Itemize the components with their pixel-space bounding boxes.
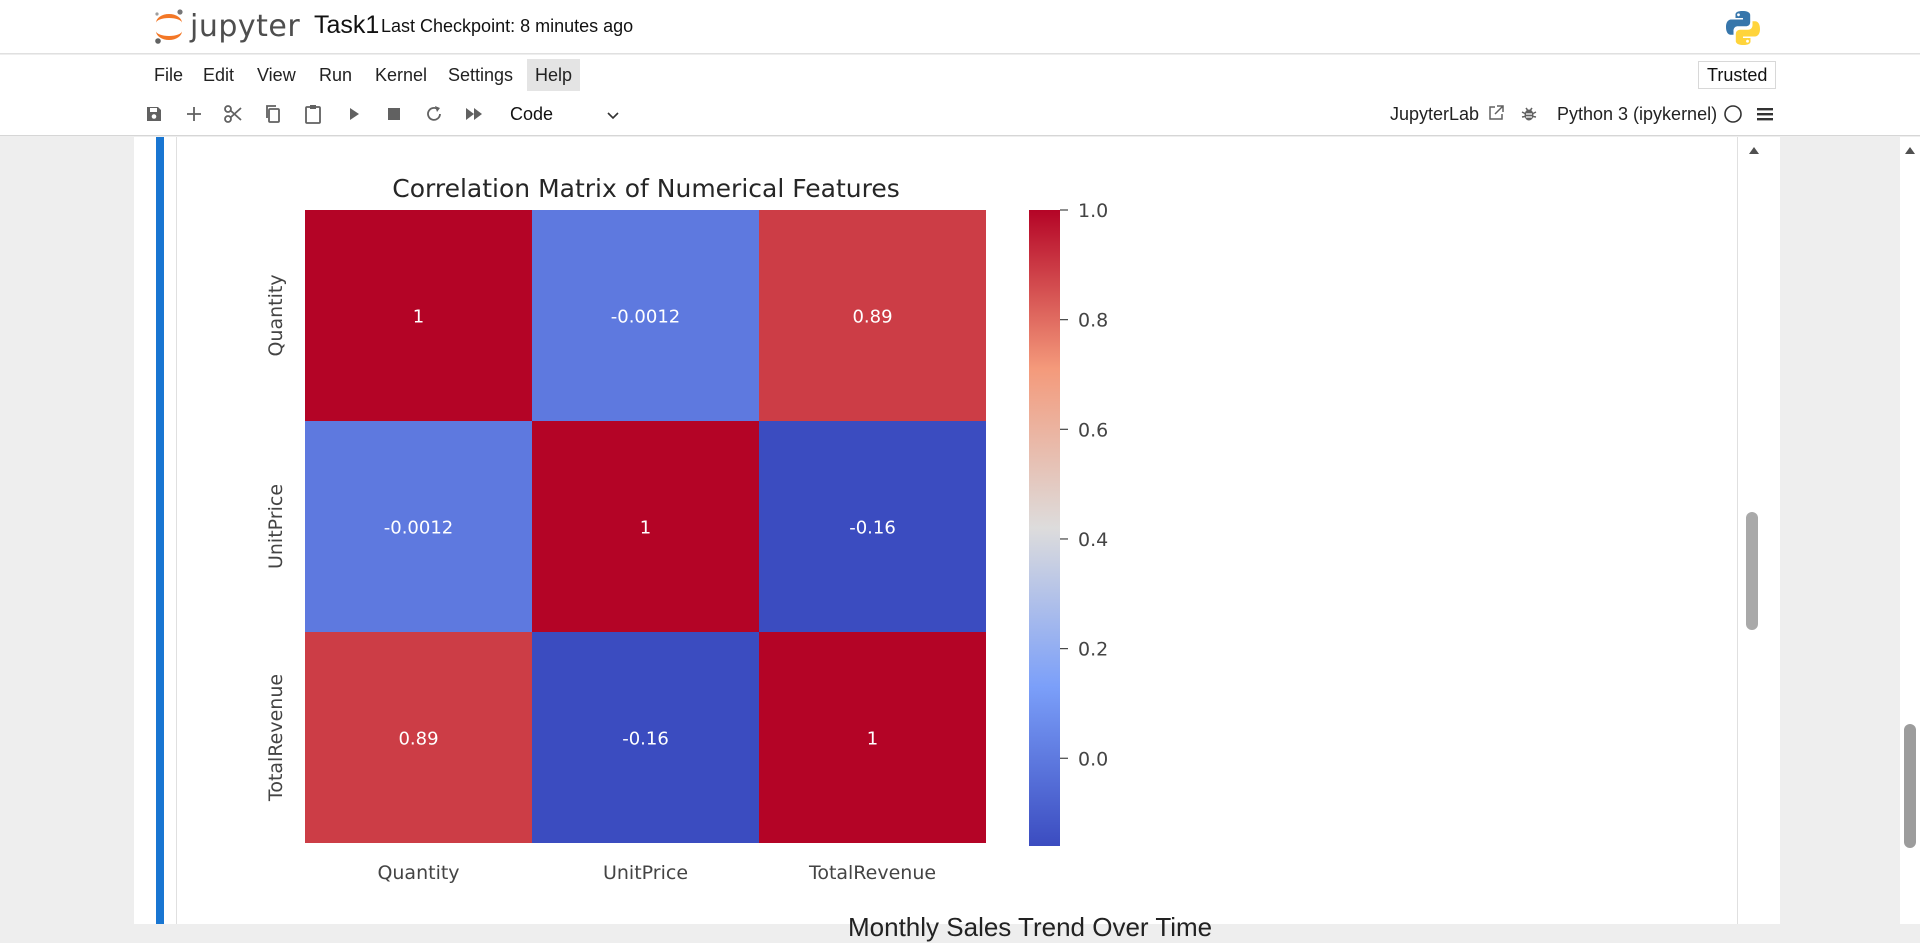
y-tick-label: Quantity: [265, 274, 287, 356]
restart-icon[interactable]: [423, 103, 445, 125]
colorbar-tick-label: 1.0: [1078, 200, 1108, 222]
run-icon[interactable]: [343, 103, 365, 125]
menu-bar: File Edit View Run Kernel Settings Help …: [0, 55, 1920, 93]
heatmap-cell: [532, 210, 759, 421]
page-scroll-up-arrow-icon[interactable]: [1904, 142, 1916, 160]
cell-annotation: -0.16: [622, 729, 669, 750]
kernel-status-icon: [1722, 103, 1744, 125]
colorbar-tick-label: 0.2: [1078, 639, 1108, 661]
trusted-indicator[interactable]: Trusted: [1698, 61, 1777, 89]
page-scrollbar-thumb[interactable]: [1904, 724, 1916, 848]
heatmap-cell: [305, 210, 532, 421]
heatmap-cell: [532, 421, 759, 632]
open-in-jupyterlab-link[interactable]: JupyterLab: [1390, 104, 1505, 125]
x-tick-label: Quantity: [377, 862, 459, 884]
cell-annotation: 0.89: [852, 307, 892, 328]
next-chart-title-partial: Monthly Sales Trend Over Time: [848, 912, 1213, 942]
menu-settings[interactable]: Settings: [448, 65, 514, 85]
colorbar-tick-label: 0.0: [1078, 748, 1108, 770]
top-header: jupyter Task1 Last Checkpoint: 8 minutes…: [0, 0, 1920, 54]
menu-kernel[interactable]: Kernel: [375, 65, 428, 85]
jupyter-logo-icon: [155, 9, 183, 44]
paste-icon[interactable]: [302, 103, 324, 125]
y-tick-label: UnitPrice: [265, 484, 287, 569]
cell-annotation: -0.16: [849, 518, 896, 539]
copy-icon[interactable]: [262, 103, 284, 125]
heatmap-cell: [305, 632, 532, 843]
cell-annotation: 1: [413, 307, 424, 328]
last-checkpoint: Last Checkpoint: 8 minutes ago: [381, 16, 634, 36]
menu-icon[interactable]: [1754, 103, 1776, 125]
colorbar-tick-label: 0.6: [1078, 419, 1108, 441]
menu-edit[interactable]: Edit: [203, 65, 235, 85]
notebook-toolbar: Code JupyterLab Python 3 (ipykernel): [0, 93, 1920, 136]
cell-annotation: 1: [640, 518, 651, 539]
y-tick-label: TotalRevenue: [265, 674, 287, 802]
cell-annotation: 1: [867, 729, 878, 750]
jupyter-logo[interactable]: jupyter: [152, 6, 300, 46]
heatmap-cell: [532, 632, 759, 843]
colorbar-tick-label: 0.8: [1078, 310, 1108, 332]
cell-type-select[interactable]: Code: [510, 104, 554, 124]
chevron-down-icon[interactable]: [606, 105, 620, 130]
colorbar-tick-label: 0.4: [1078, 529, 1108, 551]
python-logo-icon: [1724, 9, 1762, 52]
active-cell-indicator[interactable]: [156, 137, 164, 924]
x-tick-label: TotalRevenue: [808, 862, 936, 884]
heatmap-cell: [759, 632, 986, 843]
x-tick-label: UnitPrice: [603, 862, 688, 884]
notebook-title[interactable]: Task1: [314, 11, 380, 39]
debugger-icon[interactable]: [1518, 103, 1540, 125]
stop-icon[interactable]: [383, 103, 405, 125]
add-cell-icon[interactable]: [183, 103, 205, 125]
external-link-icon: [1489, 105, 1504, 120]
colorbar: [1029, 210, 1060, 846]
menu-file[interactable]: File: [154, 65, 184, 85]
menu-run[interactable]: Run: [319, 65, 353, 85]
cut-icon[interactable]: [222, 103, 244, 125]
correlation-heatmap: Correlation Matrix of Numerical Features…: [265, 174, 1108, 884]
fast-forward-icon[interactable]: [463, 103, 485, 125]
heatmap-cell: [759, 210, 986, 421]
heatmap-cell: [759, 421, 986, 632]
output-scrollbar-thumb[interactable]: [1746, 512, 1758, 630]
cell-annotation: 0.89: [398, 729, 438, 750]
jupyter-logo-text: jupyter: [190, 8, 301, 44]
scroll-up-arrow-icon[interactable]: [1748, 142, 1760, 160]
heatmap-cell: [305, 421, 532, 632]
menu-help[interactable]: Help: [527, 59, 581, 91]
jupyterlab-label: JupyterLab: [1390, 104, 1480, 124]
menu-view[interactable]: View: [257, 65, 296, 85]
save-icon[interactable]: [143, 103, 165, 125]
cell-annotation: -0.0012: [384, 518, 453, 539]
chart-title: Correlation Matrix of Numerical Features: [392, 174, 899, 203]
kernel-name[interactable]: Python 3 (ipykernel): [1557, 104, 1718, 124]
cell-annotation: -0.0012: [611, 307, 680, 328]
